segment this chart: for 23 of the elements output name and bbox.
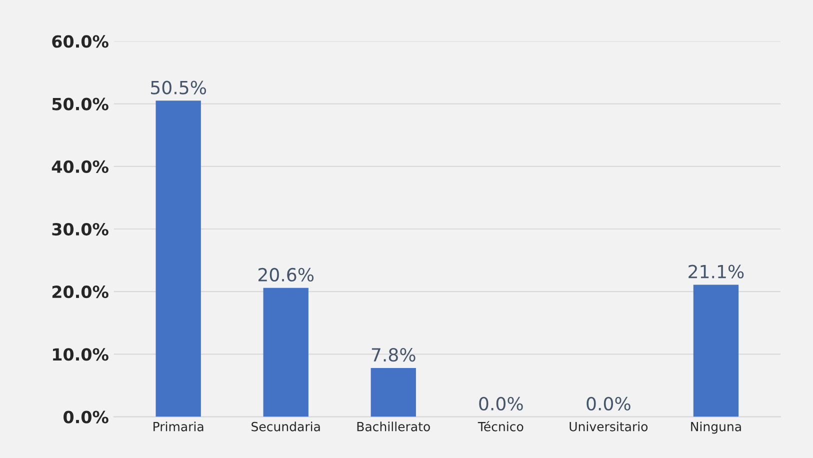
y-tick-label: 60.0%: [52, 35, 108, 48]
y-tick-label: 50.0%: [52, 98, 108, 110]
y-tick-label: 40.0%: [52, 160, 108, 173]
data-label: 50.5%: [151, 80, 206, 94]
x-tick-label: Ninguna: [691, 422, 741, 434]
x-tick-label: Bachillerato: [357, 422, 430, 432]
data-label: 21.1%: [688, 264, 744, 278]
x-tick-label: Primaria: [154, 422, 204, 432]
data-label: 0.0%: [479, 396, 523, 411]
x-tick-label: Técnico: [478, 421, 524, 432]
y-tick-label: 30.0%: [52, 222, 108, 236]
bar: [370, 368, 416, 417]
bar: [263, 288, 308, 417]
data-label: 0.0%: [586, 396, 630, 411]
data-label: 20.6%: [258, 268, 314, 282]
bar: [693, 284, 739, 417]
y-tick-label: 20.0%: [52, 286, 108, 298]
data-label: 7.8%: [372, 348, 416, 362]
y-tick-label: 0.0%: [64, 410, 108, 424]
x-tick-label: Secundaria: [252, 422, 320, 432]
x-tick-label: Universitario: [570, 422, 648, 432]
bar: [156, 100, 201, 417]
y-tick-label: 10.0%: [53, 348, 108, 361]
